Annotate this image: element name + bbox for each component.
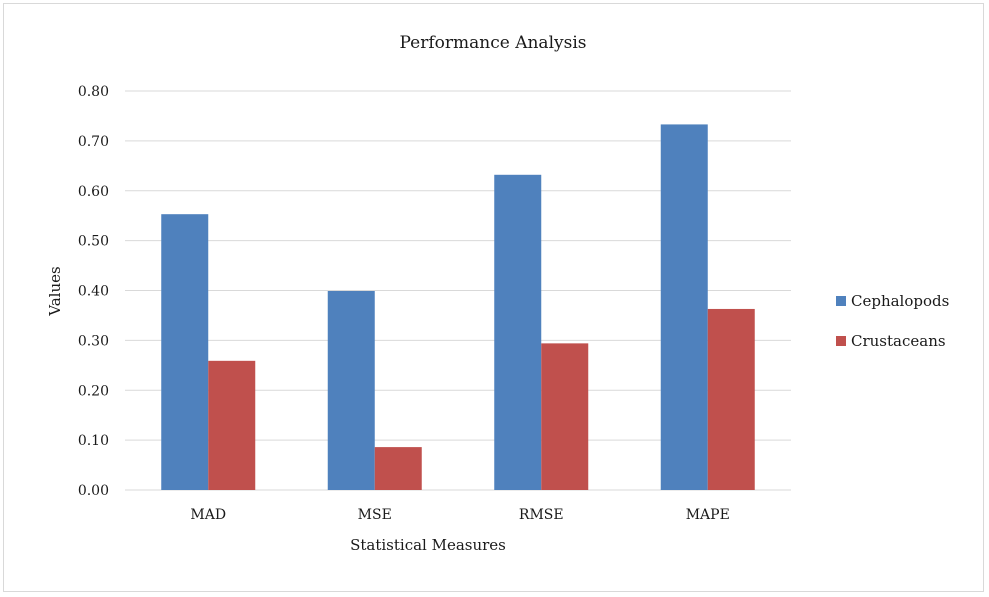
bars (161, 124, 755, 491)
bar-cephalopods-mape (660, 124, 708, 490)
y-tick-label: 0.10 (78, 433, 109, 449)
chart-title: Performance Analysis (400, 33, 587, 53)
y-tick-label: 0.80 (78, 84, 109, 100)
y-tick-label: 0.70 (78, 134, 109, 150)
bar-cephalopods-mad (161, 214, 209, 490)
x-axis-ticks: MAD MSE RMSE MAPE (190, 507, 729, 523)
legend: Cephalopods Crustaceans (836, 292, 949, 350)
x-tick-label: MAPE (686, 507, 730, 523)
x-tick-label: RMSE (519, 507, 564, 523)
legend-label-cephalopods: Cephalopods (851, 292, 949, 310)
y-tick-label: 0.00 (78, 483, 109, 499)
bar-crustaceans-rmse (541, 343, 589, 490)
bar-chart: Performance Analysis 0.00 0.10 0.20 0.30 0.4… (46, 33, 949, 554)
bar-cephalopods-mse (327, 290, 375, 490)
bar-crustaceans-mape (707, 308, 755, 490)
y-axis-ticks: 0.00 0.10 0.20 0.30 0.40 0.50 0.60 0.70 0.80 (78, 84, 109, 499)
y-tick-label: 0.30 (78, 333, 109, 349)
y-tick-label: 0.40 (78, 284, 109, 300)
chart-frame: Performance Analysis 0.00 0.10 0.20 0.30 0.4… (3, 3, 984, 592)
legend-label-crustaceans: Crustaceans (851, 332, 946, 350)
bar-crustaceans-mad (208, 360, 256, 490)
legend-swatch-cephalopods (836, 296, 846, 306)
y-tick-label: 0.60 (78, 184, 109, 200)
y-tick-label: 0.20 (78, 383, 109, 399)
legend-swatch-crustaceans (836, 336, 846, 346)
bar-crustaceans-mse (374, 447, 422, 490)
y-tick-label: 0.50 (78, 234, 109, 250)
x-tick-label: MSE (358, 507, 392, 523)
y-axis-title: Values (46, 266, 64, 316)
bar-cephalopods-rmse (494, 174, 542, 491)
x-tick-label: MAD (190, 507, 226, 523)
x-axis-title: Statistical Measures (350, 536, 506, 554)
